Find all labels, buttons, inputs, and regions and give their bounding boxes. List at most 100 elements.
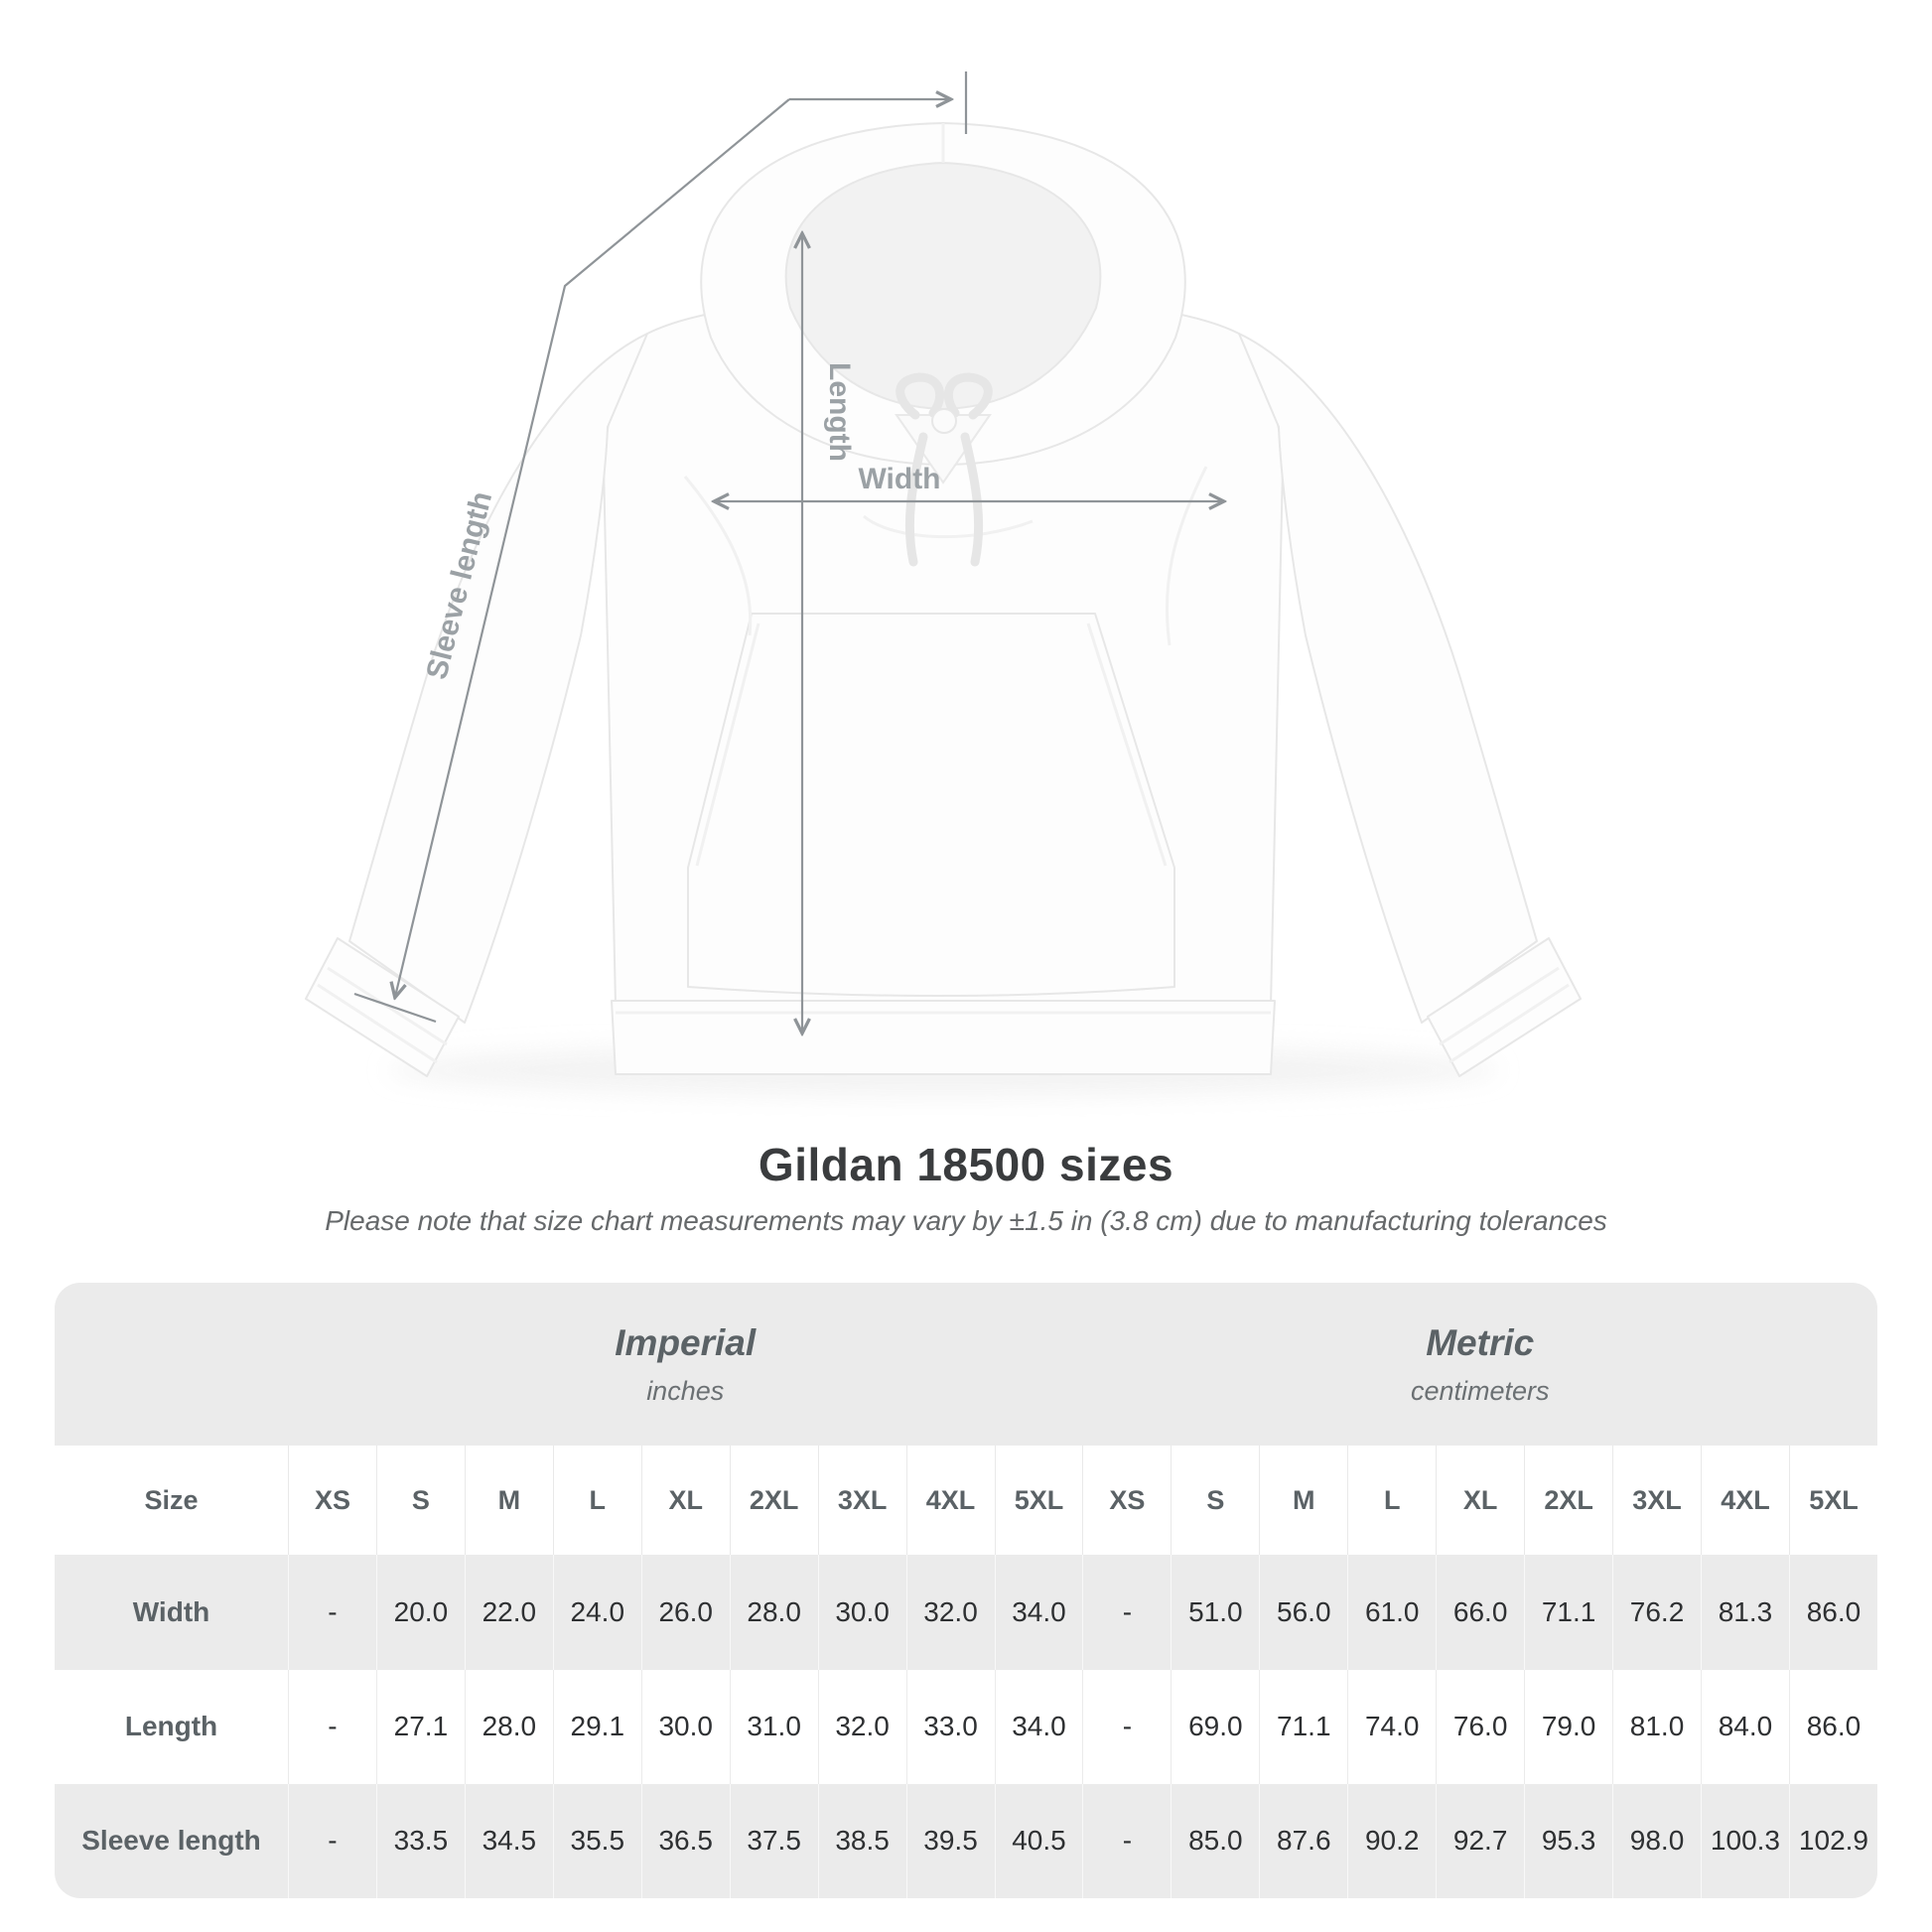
size-header-cell: XL bbox=[640, 1446, 730, 1556]
table-row-width: Width -20.0 22.0 24.0 26.0 28.0 30.0 32.0 34.0-… bbox=[55, 1555, 1877, 1670]
body-wrinkles bbox=[683, 466, 1208, 646]
value-cell: 86.0 bbox=[1788, 1669, 1877, 1784]
left-cuff-ribbing bbox=[317, 966, 448, 1064]
size-header-cell: M bbox=[1259, 1446, 1347, 1556]
size-header-cell: 2XL bbox=[729, 1446, 818, 1556]
value-cell: 38.5 bbox=[817, 1783, 906, 1898]
size-header-cell: XL bbox=[1436, 1446, 1524, 1556]
sleeve-length-end-tick bbox=[353, 992, 437, 1024]
value-cell: 81.0 bbox=[1612, 1669, 1701, 1784]
value-cell: 37.5 bbox=[729, 1783, 818, 1898]
value-cell: 66.0 bbox=[1436, 1555, 1525, 1670]
value-cell: 30.0 bbox=[640, 1669, 730, 1784]
value-cell: 27.1 bbox=[375, 1669, 465, 1784]
width-label: Width bbox=[858, 463, 940, 495]
value-cell: 90.2 bbox=[1347, 1783, 1437, 1898]
tolerance-note: Please note that size chart measurements… bbox=[325, 1205, 1607, 1236]
value-cell: 26.0 bbox=[640, 1555, 730, 1670]
size-header-cell: S bbox=[375, 1446, 465, 1556]
size-header-cell: S bbox=[1171, 1446, 1259, 1556]
pocket-opening-seams bbox=[695, 622, 1168, 867]
value-cell: - bbox=[1082, 1783, 1172, 1898]
size-header-cell: 3XL bbox=[1612, 1446, 1701, 1556]
hoodie-figure: Length Width Sleeve length bbox=[305, 71, 1582, 1096]
value-cell: 92.7 bbox=[1436, 1783, 1525, 1898]
left-cuff bbox=[305, 937, 460, 1077]
size-header-cell: XS bbox=[1082, 1446, 1171, 1556]
value-cell: 85.0 bbox=[1171, 1783, 1260, 1898]
value-cell: 98.0 bbox=[1612, 1783, 1701, 1898]
value-cell: 56.0 bbox=[1259, 1555, 1348, 1670]
size-header-cell: L bbox=[552, 1446, 641, 1556]
imperial-sublabel: inches bbox=[646, 1375, 725, 1406]
table-row-sleeve-length: Sleeve length -33.5 34.5 35.5 36.5 37.5 38.5 3… bbox=[55, 1783, 1877, 1898]
value-cell: 84.0 bbox=[1701, 1669, 1789, 1784]
value-cell: 76.2 bbox=[1612, 1555, 1701, 1670]
value-cell: 86.0 bbox=[1788, 1555, 1877, 1670]
hem-band bbox=[611, 1000, 1276, 1075]
value-cell: 74.0 bbox=[1347, 1669, 1437, 1784]
value-cell: 28.0 bbox=[729, 1555, 818, 1670]
value-cell: 36.5 bbox=[640, 1783, 730, 1898]
value-cell: 34.5 bbox=[464, 1783, 553, 1898]
value-cell: 22.0 bbox=[464, 1555, 553, 1670]
row-label-sleeve-length: Sleeve length bbox=[55, 1783, 288, 1898]
size-header-cell: 5XL bbox=[994, 1446, 1083, 1556]
value-cell: 31.0 bbox=[729, 1669, 818, 1784]
unit-band-row: Imperial inches Metric centimeters bbox=[55, 1283, 1877, 1447]
drawstring-knot bbox=[931, 408, 957, 434]
value-cell: 34.0 bbox=[994, 1555, 1083, 1670]
value-cell: 76.0 bbox=[1436, 1669, 1525, 1784]
value-cell: 87.6 bbox=[1259, 1783, 1348, 1898]
value-cell: 81.3 bbox=[1701, 1555, 1789, 1670]
metric-sublabel: centimeters bbox=[1410, 1375, 1550, 1406]
size-table: Imperial inches Metric centimeters Size … bbox=[55, 1283, 1877, 1898]
right-cuff-ribbing bbox=[1439, 966, 1570, 1064]
left-sleeve bbox=[348, 333, 648, 1024]
band-spacer bbox=[55, 1283, 288, 1447]
value-cell: - bbox=[288, 1783, 376, 1898]
metric-label: Metric bbox=[1426, 1321, 1535, 1363]
value-cell: 100.3 bbox=[1701, 1783, 1789, 1898]
value-cell: 34.0 bbox=[994, 1669, 1083, 1784]
value-cell: 30.0 bbox=[817, 1555, 906, 1670]
value-cell: 69.0 bbox=[1171, 1669, 1260, 1784]
value-cell: 102.9 bbox=[1788, 1783, 1877, 1898]
row-label-length: Length bbox=[124, 1711, 218, 1742]
value-cell: - bbox=[288, 1669, 376, 1784]
size-header-cell: 5XL bbox=[1788, 1446, 1877, 1556]
row-label-width: Width bbox=[55, 1555, 288, 1670]
value-cell: 39.5 bbox=[905, 1783, 995, 1898]
hood-opening bbox=[784, 161, 1102, 411]
size-column-header: Size bbox=[144, 1484, 199, 1515]
value-cell: 71.1 bbox=[1524, 1555, 1613, 1670]
right-cuff bbox=[1427, 937, 1582, 1077]
hoodie-illustration bbox=[305, 122, 1582, 1077]
metric-group-header: Metric centimeters bbox=[1082, 1283, 1877, 1447]
value-cell: 95.3 bbox=[1524, 1783, 1613, 1898]
value-cell: 33.0 bbox=[905, 1669, 995, 1784]
value-cell: 32.0 bbox=[905, 1555, 995, 1670]
value-cell: 35.5 bbox=[552, 1783, 641, 1898]
size-header-cell: 3XL bbox=[817, 1446, 906, 1556]
value-cell: 51.0 bbox=[1171, 1555, 1260, 1670]
size-header-cell: L bbox=[1347, 1446, 1436, 1556]
imperial-label: Imperial bbox=[615, 1321, 757, 1363]
value-cell: 28.0 bbox=[464, 1669, 553, 1784]
value-cell: 40.5 bbox=[994, 1783, 1083, 1898]
value-cell: 33.5 bbox=[375, 1783, 465, 1898]
size-header-cell: M bbox=[464, 1446, 553, 1556]
value-cell: 61.0 bbox=[1347, 1555, 1437, 1670]
value-cell: 24.0 bbox=[552, 1555, 641, 1670]
value-cell: - bbox=[1082, 1669, 1172, 1784]
imperial-group-header: Imperial inches bbox=[288, 1283, 1083, 1447]
page-title: Gildan 18500 sizes bbox=[758, 1139, 1174, 1190]
size-header-cell: XS bbox=[288, 1446, 376, 1556]
value-cell: - bbox=[288, 1555, 376, 1670]
sleeve-length-arrow bbox=[395, 98, 790, 997]
size-header-cell: 4XL bbox=[1701, 1446, 1789, 1556]
value-cell: 79.0 bbox=[1524, 1669, 1613, 1784]
size-header-row: Size XS S M L XL 2XL 3XL 4XL 5XL XS S M L XL 2XL 3XL 4XL… bbox=[55, 1446, 1877, 1556]
size-table-grid: Imperial inches Metric centimeters Size … bbox=[55, 1283, 1877, 1898]
value-cell: 32.0 bbox=[817, 1669, 906, 1784]
